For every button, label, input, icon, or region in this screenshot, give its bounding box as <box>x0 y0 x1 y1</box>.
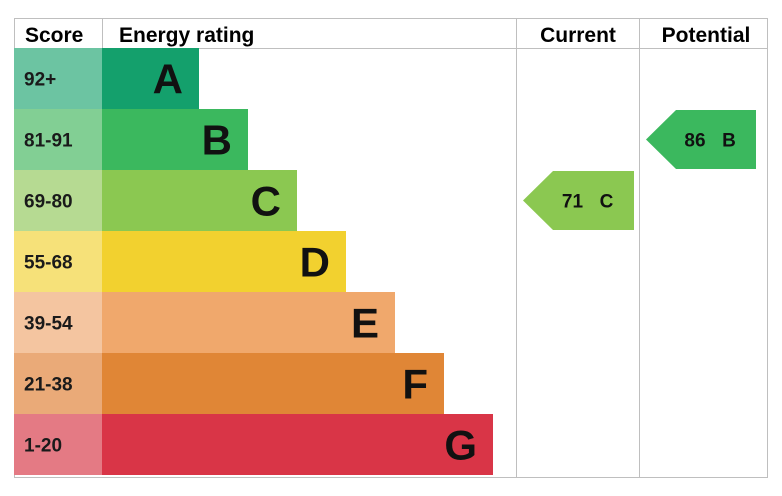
score-label-g: 1-20 <box>24 436 62 457</box>
band-bar-a <box>102 48 199 109</box>
current-rating-value: 71 <box>562 192 584 213</box>
score-cell-a <box>14 48 102 109</box>
potential-arrow-shape <box>646 110 756 169</box>
score-cell-b <box>14 109 102 170</box>
potential-rating-arrow: 86 B <box>646 110 756 169</box>
header-potential: Potential <box>662 24 751 47</box>
band-letter-f: F <box>402 361 428 408</box>
band-bar-e <box>102 292 395 353</box>
score-cell-e <box>14 292 102 353</box>
band-bar-f <box>102 353 444 414</box>
band-bar-c <box>102 170 297 231</box>
score-cell-f <box>14 353 102 414</box>
potential-rating-letter: B <box>722 131 736 152</box>
score-label-e: 39-54 <box>24 314 73 335</box>
score-label-a: 92+ <box>24 70 56 91</box>
band-letter-c: C <box>251 178 281 225</box>
score-label-d: 55-68 <box>24 253 73 274</box>
band-bar-b <box>102 109 248 170</box>
rating-bands: 92+ A 81-91 B 69-80 C 55-68 D 39-54 E 21-38 F 1-20 G <box>14 48 493 475</box>
band-letter-g: G <box>444 422 477 469</box>
header-score: Score <box>25 24 83 47</box>
score-label-f: 21-38 <box>24 375 73 396</box>
band-bar-d <box>102 231 346 292</box>
band-letter-d: D <box>300 239 330 286</box>
band-letter-e: E <box>351 300 379 347</box>
score-label-c: 69-80 <box>24 192 73 213</box>
current-rating-arrow: 71 C <box>523 171 634 230</box>
band-letter-b: B <box>202 117 232 164</box>
band-bar-g <box>102 414 493 475</box>
score-cell-d <box>14 231 102 292</box>
potential-rating-value: 86 <box>684 131 705 152</box>
current-arrow-shape <box>523 171 634 230</box>
score-cell-g <box>14 414 102 475</box>
header-current: Current <box>540 24 616 47</box>
band-letter-a: A <box>153 56 183 103</box>
score-label-b: 81-91 <box>24 131 73 152</box>
header-energy-rating: Energy rating <box>119 24 254 47</box>
score-cell-c <box>14 170 102 231</box>
current-rating-letter: C <box>600 192 614 213</box>
